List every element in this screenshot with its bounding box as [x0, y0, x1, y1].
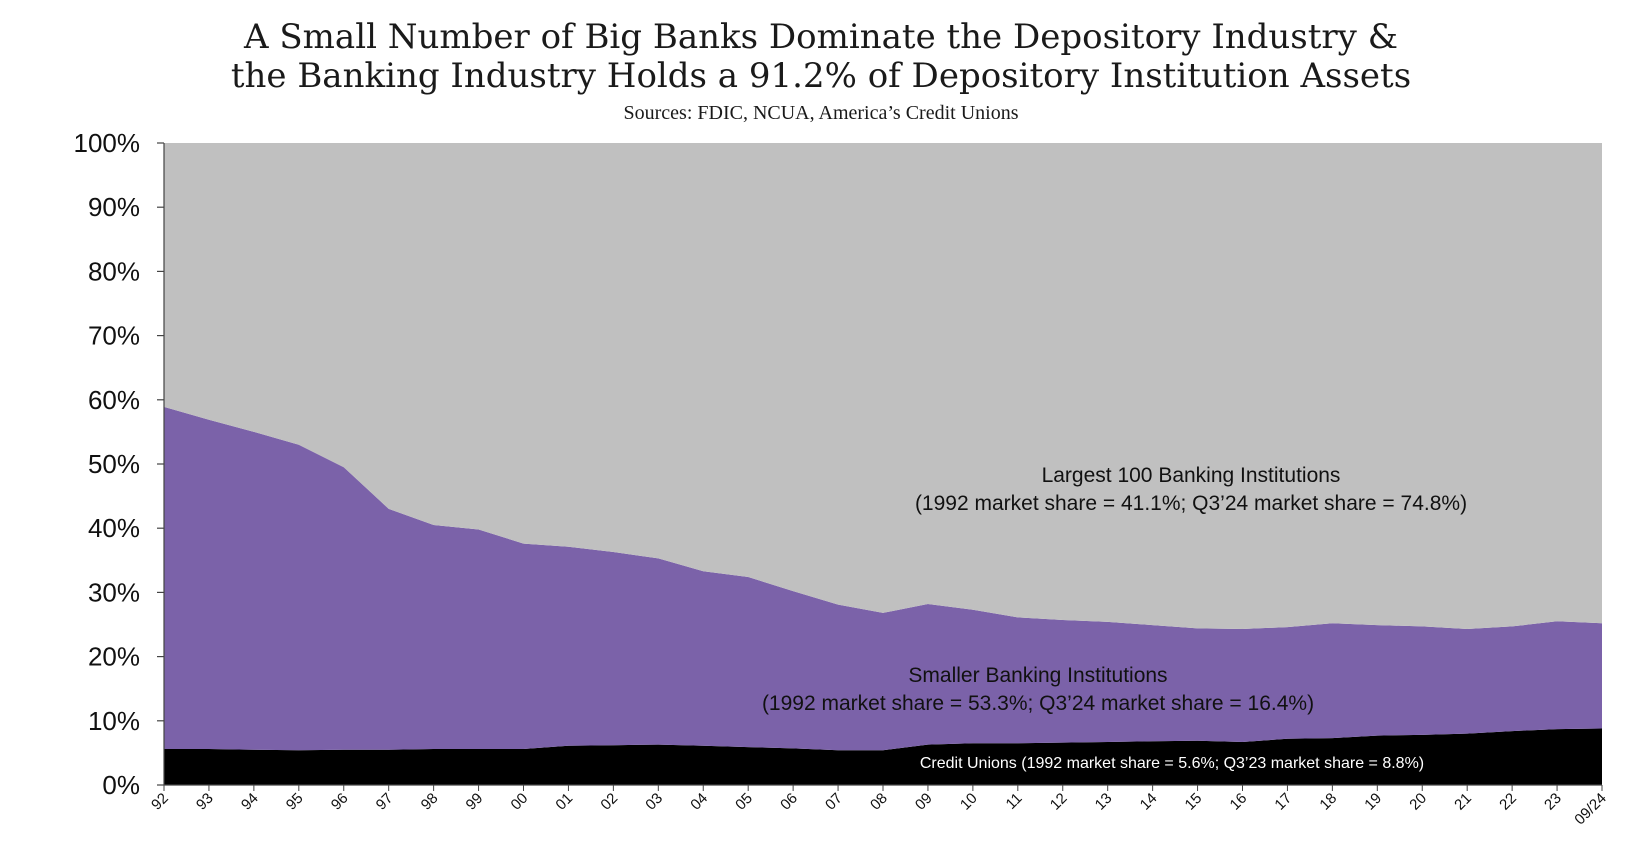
annotation-largest-100-title: Largest 100 Banking Institutions [1042, 464, 1341, 487]
x-tick-label: 92 [148, 790, 172, 814]
x-tick-label: 93 [193, 790, 217, 814]
chart-subtitle: Sources: FDIC, NCUA, America’s Credit Un… [623, 102, 1019, 124]
y-tick-label: 90% [88, 192, 140, 222]
x-tick-label: 09/24 [1571, 790, 1610, 829]
x-tick-label: 11 [1003, 790, 1026, 813]
x-tick-label: 21 [1451, 790, 1475, 814]
x-tick-label: 06 [777, 790, 801, 814]
chart-title-line-2: the Banking Industry Holds a 91.2% of De… [230, 56, 1412, 96]
x-tick-label: 04 [687, 790, 711, 814]
x-tick-label: 14 [1137, 790, 1161, 814]
annotation-smaller-share: (1992 market share = 53.3%; Q3’24 market… [762, 692, 1314, 715]
x-tick-label: 16 [1227, 790, 1251, 814]
y-tick-label: 40% [88, 513, 140, 543]
x-tick-label: 01 [552, 790, 576, 814]
x-tick-label: 22 [1496, 790, 1520, 814]
x-tick-label: 07 [822, 790, 846, 814]
annotations: Largest 100 Banking Institutions (1992 m… [762, 464, 1467, 772]
y-tick-label: 80% [88, 256, 140, 286]
x-tick-label: 98 [418, 790, 442, 814]
annotation-largest-100-share: (1992 market share = 41.1%; Q3’24 market… [915, 492, 1467, 515]
chart-title-line-1: A Small Number of Big Banks Dominate the… [244, 17, 1398, 57]
x-tick-label: 02 [597, 790, 621, 814]
x-tick-label: 18 [1316, 790, 1340, 814]
y-tick-label: 60% [88, 385, 140, 415]
x-tick-label: 13 [1092, 790, 1116, 814]
largest-100-area [164, 143, 1602, 629]
y-tick-label: 0% [102, 770, 140, 800]
y-tick-label: 20% [88, 642, 140, 672]
annotation-credit-unions: Credit Unions (1992 market share = 5.6%;… [920, 755, 1424, 772]
x-tick-label: 97 [373, 790, 397, 814]
x-tick-label: 12 [1047, 790, 1071, 814]
x-tick-label: 99 [463, 790, 487, 814]
x-tick-label: 00 [508, 790, 532, 814]
area-layers [164, 143, 1602, 785]
y-tick-label: 30% [88, 577, 140, 607]
x-tick-label: 09 [912, 790, 936, 814]
y-tick-label: 70% [88, 321, 140, 351]
x-tick-label: 94 [238, 790, 262, 814]
smaller-banks-area [164, 406, 1602, 751]
x-tick-label: 19 [1361, 790, 1385, 814]
x-axis-ticks: 92 93 94 95 96 97 98 99 00 01 02 03 04 05 06 07 08 09 10 11… [148, 785, 1610, 828]
x-tick-label: 96 [328, 790, 352, 814]
x-tick-label: 10 [957, 790, 981, 814]
x-tick-label: 08 [867, 790, 891, 814]
x-tick-label: 15 [1182, 790, 1206, 814]
x-tick-label: 95 [283, 790, 307, 814]
y-tick-label: 50% [88, 449, 140, 479]
x-tick-label: 20 [1406, 790, 1430, 814]
y-axis-ticks: 0% 10% 20% 30% 40% 50% 60% 70% 80% 90% 100% [74, 128, 164, 800]
x-tick-label: 03 [642, 790, 666, 814]
y-tick-label: 100% [74, 128, 141, 158]
y-tick-label: 10% [88, 706, 140, 736]
x-tick-label: 17 [1271, 790, 1295, 814]
chart-title: A Small Number of Big Banks Dominate the… [0, 18, 1642, 96]
x-tick-label: 05 [732, 790, 756, 814]
credit-unions-area [164, 728, 1602, 785]
x-tick-label: 23 [1541, 790, 1565, 814]
annotation-smaller-title: Smaller Banking Institutions [908, 664, 1167, 687]
